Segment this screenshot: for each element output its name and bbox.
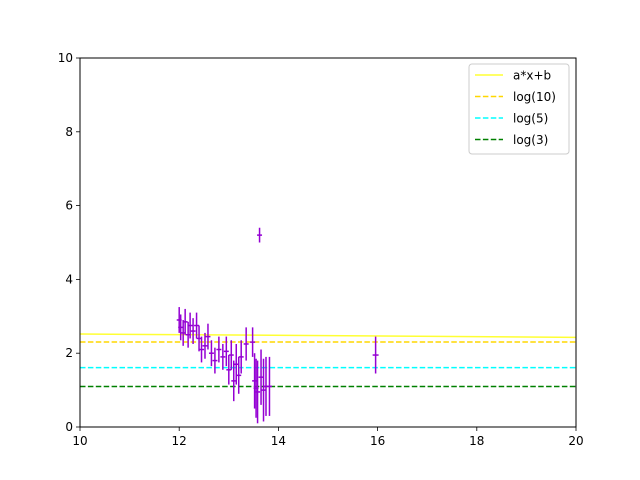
errorbar-point — [199, 336, 204, 363]
x-tick-label: 14 — [271, 434, 286, 448]
errorbar-point — [228, 340, 234, 370]
errorbar-point — [257, 227, 263, 243]
legend-label-log-5: log(5) — [513, 112, 548, 126]
errorbar-point — [226, 355, 232, 385]
y-tick-label: 10 — [58, 51, 73, 65]
errorbar-point — [208, 340, 214, 367]
errorbar-point — [178, 314, 184, 341]
errorbar-point — [182, 308, 188, 335]
y-tick-label: 8 — [65, 125, 73, 139]
x-tick-label: 16 — [370, 434, 385, 448]
errorbar-point — [205, 323, 211, 350]
y-tick-label: 2 — [65, 346, 73, 360]
y-tick-label: 0 — [65, 420, 73, 434]
series-line-a-x-b — [79, 333, 577, 339]
errorbar-point — [212, 347, 218, 374]
legend-box — [468, 63, 570, 155]
errorbar-point — [202, 332, 208, 359]
errorbar-point — [238, 340, 244, 374]
errorbar-point — [372, 336, 379, 374]
x-tick-label: 18 — [469, 434, 484, 448]
legend: a*x+b log(10) log(5) log(3) — [468, 63, 570, 155]
x-tick-label: 20 — [568, 434, 583, 448]
errorbar-point — [190, 318, 196, 344]
legend-label-a-x-b: a*x+b — [513, 69, 551, 83]
y-axis: 0 2 4 6 8 10 — [58, 51, 80, 434]
errorbar-point — [258, 349, 264, 405]
y-tick-label: 6 — [65, 199, 73, 213]
errorbar-point — [236, 356, 242, 394]
errorbar-point — [243, 327, 249, 361]
x-axis: 10 12 14 16 18 20 — [72, 427, 584, 448]
errorbar-point — [216, 336, 222, 363]
errorbar-point — [231, 360, 237, 402]
errorbar-point — [261, 358, 266, 422]
errorbar-point — [233, 343, 239, 385]
legend-label-log-3: log(3) — [513, 133, 548, 147]
legend-label-log-10: log(10) — [513, 90, 556, 104]
plot-frame — [79, 57, 577, 428]
errorbar-point — [266, 356, 272, 416]
errorbar-point — [187, 312, 193, 339]
errorbar-point — [220, 343, 226, 370]
errorbar-point — [196, 325, 202, 352]
errorbar-layer — [176, 227, 379, 424]
errorbar-point — [250, 327, 256, 357]
y-tick-label: 4 — [65, 272, 73, 286]
errorbar-point — [194, 312, 200, 339]
errorbar-point — [223, 336, 229, 367]
errorbar-point — [255, 360, 261, 424]
x-tick-label: 10 — [72, 434, 87, 448]
lines-layer — [79, 333, 577, 388]
x-tick-label: 12 — [172, 434, 187, 448]
